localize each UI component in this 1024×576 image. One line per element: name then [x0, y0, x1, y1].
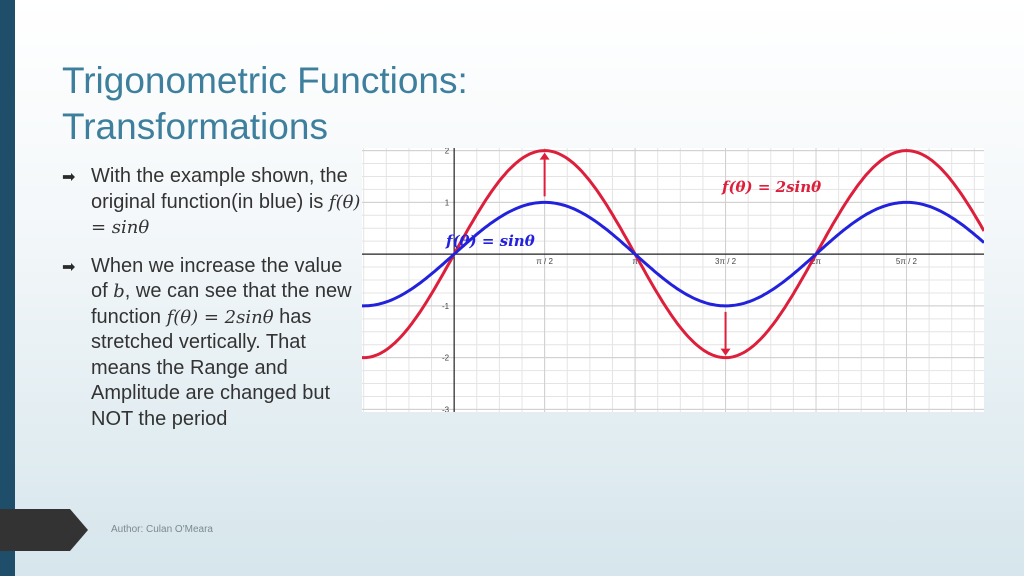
arrow-right-icon: ➡	[62, 258, 76, 276]
x-tick-label: 3π / 2	[715, 257, 737, 266]
bullet-math-b: b	[113, 281, 125, 302]
y-tick-label: 1	[445, 198, 450, 207]
tick-labels: π / 2 π 3π / 2 2π 5π / 2 2 1 -1 -2 -3	[442, 148, 918, 412]
author-credit: Author: Culan O'Meara	[111, 524, 213, 535]
footer-tab	[0, 509, 88, 551]
bullet-item: ➡ When we increase the value of b, we ca…	[62, 254, 362, 433]
arrows	[539, 152, 731, 356]
x-tick-label: 5π / 2	[896, 257, 918, 266]
x-tick-label: 2π	[811, 257, 821, 266]
y-tick-label: -3	[442, 405, 450, 412]
bullet-math: f(θ) = sinθ	[91, 191, 361, 239]
blue-equation-label: f(θ) = sinθ	[445, 232, 535, 250]
arrow-right-icon: ➡	[62, 169, 76, 186]
bullet-text: When we increase the value of	[91, 254, 343, 303]
axes	[362, 148, 984, 412]
x-tick-label: π / 2	[536, 257, 553, 266]
left-accent-bar	[0, 0, 15, 576]
bullet-text: With the example shown, the original fun…	[91, 165, 348, 213]
bullet-text: has stretched vertically. That means the…	[91, 305, 331, 430]
bullet-list: ➡ With the example shown, the original f…	[62, 164, 362, 445]
bullet-math: f(θ) = 2sinθ	[166, 306, 274, 328]
slide-title: Trigonometric Functions: Transformations	[62, 58, 582, 150]
series-line	[362, 200, 984, 308]
x-tick-label: π	[632, 257, 638, 266]
title-line-1: Trigonometric Functions:	[62, 60, 468, 101]
sine-graph-svg: π / 2 π 3π / 2 2π 5π / 2 2 1 -1 -2 -3 f(θ) = 2sin…	[362, 148, 984, 412]
series	[362, 149, 984, 360]
series-line	[362, 149, 984, 360]
sine-graph: π / 2 π 3π / 2 2π 5π / 2 2 1 -1 -2 -3 f(θ) = 2sin…	[362, 148, 984, 412]
y-tick-label: -2	[442, 354, 450, 363]
bullet-text: , we can see that the new function	[91, 280, 352, 328]
title-line-2: Transformations	[62, 106, 328, 147]
y-tick-label: 2	[445, 148, 450, 156]
y-tick-label: -1	[442, 302, 450, 311]
red-equation-label: f(θ) = 2sinθ	[721, 178, 821, 196]
grid	[362, 148, 984, 412]
bullet-item: ➡ With the example shown, the original f…	[62, 164, 362, 241]
arrow-head	[720, 348, 731, 356]
arrow-head	[539, 152, 550, 160]
